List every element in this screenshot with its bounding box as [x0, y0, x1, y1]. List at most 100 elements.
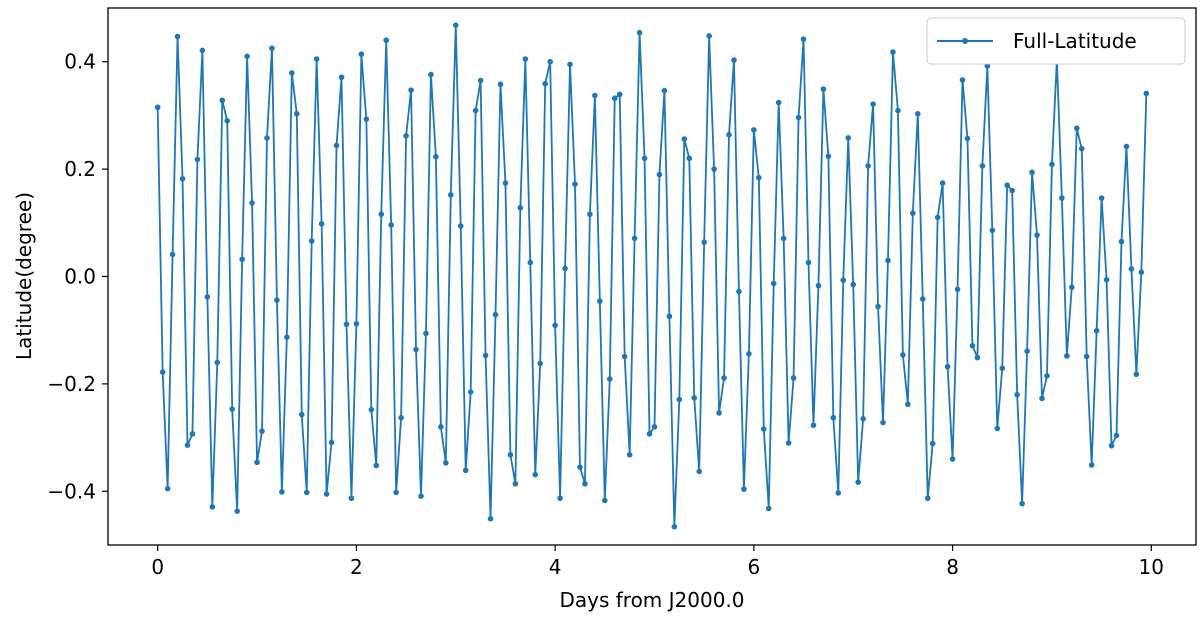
data-point	[959, 77, 966, 83]
data-point	[840, 277, 847, 284]
x-axis: 0 2 4 6 8 10	[151, 545, 1164, 579]
y-tick-label: −0.4	[47, 479, 96, 503]
data-point	[318, 221, 325, 227]
data-point	[1138, 269, 1145, 276]
data-point	[721, 375, 727, 381]
data-point	[949, 456, 956, 462]
data-point	[736, 288, 742, 295]
data-point	[900, 352, 906, 358]
data-point	[716, 410, 722, 416]
data-point	[780, 235, 787, 242]
data-point	[820, 86, 827, 92]
data-point	[686, 155, 693, 162]
data-point	[333, 142, 340, 149]
x-tick-label: 2	[350, 555, 363, 579]
data-point	[438, 424, 444, 430]
data-point	[199, 47, 206, 54]
data-point	[790, 375, 797, 381]
data-point	[1083, 353, 1090, 360]
data-point	[875, 303, 881, 310]
data-point	[418, 493, 424, 499]
data-point	[1123, 143, 1130, 150]
data-point	[711, 166, 717, 172]
legend-box	[926, 17, 1186, 65]
data-point	[1064, 353, 1070, 359]
data-point	[289, 70, 295, 76]
data-point	[209, 504, 216, 510]
data-point	[547, 58, 553, 65]
data-point	[999, 365, 1006, 372]
data-point	[1073, 125, 1080, 132]
data-point	[810, 422, 817, 429]
data-point	[880, 419, 886, 426]
data-point	[328, 439, 335, 446]
data-point	[313, 56, 320, 62]
data-point	[423, 330, 429, 337]
plot-area	[107, 7, 1197, 546]
data-point	[284, 334, 290, 340]
data-point	[184, 442, 191, 448]
data-point	[865, 163, 871, 169]
data-point	[512, 480, 519, 487]
data-point	[343, 321, 350, 328]
data-point	[537, 360, 544, 367]
data-point	[368, 406, 375, 413]
data-point	[641, 155, 648, 162]
data-point	[939, 180, 946, 186]
data-point	[582, 480, 588, 487]
data-point	[1044, 373, 1050, 379]
data-point	[403, 133, 409, 139]
data-point	[661, 87, 668, 94]
data-point	[323, 491, 330, 497]
data-point	[562, 265, 568, 272]
data-point	[691, 395, 698, 401]
data-point	[378, 211, 385, 218]
data-point	[885, 257, 891, 264]
data-point	[577, 464, 583, 470]
data-point	[756, 174, 762, 181]
data-point	[706, 33, 712, 39]
data-point	[592, 92, 598, 99]
x-tick-label: 8	[946, 555, 959, 579]
data-point	[701, 239, 707, 245]
data-point	[249, 200, 255, 206]
data-point	[974, 354, 981, 361]
data-point	[293, 110, 300, 117]
data-point	[929, 440, 936, 447]
data-point	[984, 63, 991, 69]
data-point	[785, 440, 792, 446]
data-point	[572, 181, 578, 187]
data-point	[870, 101, 876, 107]
data-point	[671, 523, 678, 530]
data-point	[433, 153, 439, 160]
y-tick-label: −0.2	[47, 372, 96, 396]
data-point	[905, 401, 911, 408]
data-point	[681, 136, 688, 142]
data-point	[527, 259, 534, 266]
data-point	[477, 77, 484, 84]
data-point	[164, 485, 171, 492]
data-point	[751, 127, 757, 133]
data-point	[989, 227, 996, 234]
data-point	[467, 389, 474, 395]
data-point	[229, 406, 235, 412]
data-point	[234, 508, 240, 514]
data-point	[482, 352, 489, 359]
data-point	[805, 259, 812, 266]
data-point	[636, 29, 643, 36]
data-point	[487, 515, 494, 522]
data-point	[398, 414, 404, 421]
data-point	[428, 71, 434, 78]
data-point	[924, 495, 931, 502]
data-point	[567, 61, 573, 68]
data-point	[353, 320, 360, 327]
data-point	[860, 416, 866, 422]
data-point	[532, 471, 539, 478]
data-point	[1039, 395, 1045, 402]
y-axis-label: Latitude(degree)	[12, 192, 36, 360]
data-point	[388, 222, 394, 228]
data-point	[542, 80, 548, 87]
data-point	[890, 49, 896, 55]
data-point	[472, 107, 479, 114]
